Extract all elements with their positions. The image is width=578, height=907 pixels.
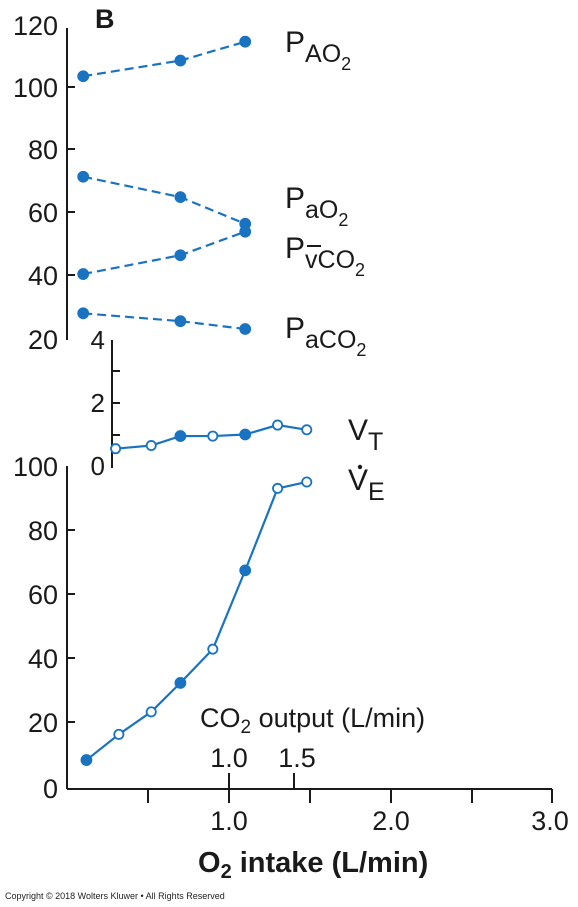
data-point-VT xyxy=(145,440,157,452)
co2-axis-title-rest: output (L/min) xyxy=(251,703,425,733)
y-tick-label: 40 xyxy=(28,644,58,674)
label-PaCO2-main: P xyxy=(285,312,305,345)
data-marks xyxy=(77,35,313,766)
copyright-text: Copyright © 2018 Wolters Kluwer • All Ri… xyxy=(5,891,225,901)
label-PvCO2-main: P xyxy=(285,232,305,265)
data-point-VT xyxy=(239,428,252,441)
v-dot-accent xyxy=(357,464,363,470)
label-PaO2-subsub: 2 xyxy=(338,210,348,230)
y-tick-label: 80 xyxy=(28,516,58,546)
label-PaO2: PaO2 xyxy=(285,182,348,230)
co2-tick-label: 1.0 xyxy=(210,743,248,773)
data-point-PvCO2 xyxy=(174,249,187,262)
y-tick-label: 100 xyxy=(13,73,58,103)
x-axis-title-sub: 2 xyxy=(221,861,232,883)
data-point-VE xyxy=(207,643,219,655)
co2-axis-title-sub: 2 xyxy=(241,717,252,738)
data-point-VT xyxy=(301,424,313,436)
y-tick-label: 20 xyxy=(28,325,58,355)
label-VE-sub: E xyxy=(368,478,385,506)
data-point-PAO2 xyxy=(174,54,187,67)
co2-axis-title: CO2 output (L/min) xyxy=(200,703,425,738)
y-tick-labels-mid: 4 2 0 xyxy=(91,325,105,481)
y-tick-label: 0 xyxy=(91,451,105,481)
data-point-VT xyxy=(110,443,122,455)
y-tick-label: 60 xyxy=(28,580,58,610)
y-tick-label: 0 xyxy=(43,774,58,804)
data-point-PvCO2 xyxy=(239,225,252,238)
label-PAO2-main: P xyxy=(285,26,305,59)
label-PAO2-sub: AO xyxy=(305,40,341,68)
y-tick-label: 60 xyxy=(28,198,58,228)
panel-letter: B xyxy=(95,4,115,34)
axes xyxy=(66,28,552,790)
x-tick-label: 1.0 xyxy=(210,806,248,836)
y-tick-label: 40 xyxy=(28,261,58,291)
label-PaO2-main: P xyxy=(285,182,305,215)
data-point-VT xyxy=(174,430,187,442)
label-VT-sub: T xyxy=(368,428,383,456)
y-tick-label: 100 xyxy=(13,452,58,482)
label-PAO2: PAO2 xyxy=(285,26,351,74)
data-point-VT xyxy=(272,419,284,431)
x-axis-title-rest: intake (L/min) xyxy=(232,847,429,879)
data-point-PAO2 xyxy=(239,35,252,48)
label-PaCO2: PaCO2 xyxy=(285,312,366,360)
data-point-PAO2 xyxy=(77,70,90,83)
data-point-VE xyxy=(145,706,157,718)
x-axis-title-main: O xyxy=(198,847,221,879)
x-axis-title: O2 intake (L/min) xyxy=(198,847,428,883)
data-point-VE xyxy=(80,754,93,766)
series-line-PaCO2 xyxy=(83,312,246,331)
co2-axis-title-main: CO xyxy=(200,703,241,733)
x-tick-label: 3.0 xyxy=(531,806,569,836)
x-tick-label: 2.0 xyxy=(372,806,410,836)
label-VT: VT xyxy=(348,414,383,456)
label-VT-main: V xyxy=(348,414,368,447)
co2-tick-label: 1.5 xyxy=(278,743,316,773)
y-tick-label: 2 xyxy=(91,388,105,418)
data-point-PaCO2 xyxy=(174,315,187,328)
label-PaCO2-subsub: 2 xyxy=(356,340,366,360)
data-point-PaO2 xyxy=(174,191,187,204)
data-point-VT xyxy=(207,430,219,442)
data-point-PvCO2 xyxy=(77,268,90,280)
data-point-VE xyxy=(113,728,125,740)
label-PvCO2: PvCO2 xyxy=(285,232,365,280)
label-VE: VE xyxy=(348,464,385,506)
y-tick-label: 20 xyxy=(28,708,58,738)
data-point-PaCO2 xyxy=(239,323,252,335)
data-point-PaCO2 xyxy=(77,307,90,320)
label-PvCO2-sub: v xyxy=(305,246,318,274)
series-line-PvCO2 xyxy=(82,230,246,276)
label-PaO2-sub: aO xyxy=(305,196,338,224)
label-PaCO2-sub: aCO xyxy=(305,326,356,354)
data-point-VE xyxy=(272,482,284,494)
data-point-VE xyxy=(239,564,252,577)
series-line-VE xyxy=(85,480,307,761)
y-tick-label: 80 xyxy=(28,135,58,165)
y-tick-label: 120 xyxy=(13,11,58,41)
series-line-PaO2 xyxy=(82,175,246,225)
series-line-PAO2 xyxy=(83,40,246,78)
y-tick-marks xyxy=(67,86,120,723)
label-PvCO2-subsub: 2 xyxy=(355,260,365,280)
data-point-VE xyxy=(174,677,187,689)
y-tick-label: 4 xyxy=(91,325,105,355)
x-tick-marks xyxy=(147,773,553,803)
label-PvCO2-sub-rest: CO xyxy=(318,246,356,274)
data-point-PaO2 xyxy=(77,170,90,183)
label-VE-main: V xyxy=(348,464,368,497)
label-PAO2-subsub: 2 xyxy=(341,54,351,74)
y-tick-labels-bottom: 100 80 60 40 20 0 xyxy=(13,452,58,804)
y-tick-labels-top: 120 100 80 60 40 20 xyxy=(13,11,58,355)
data-point-VE xyxy=(301,476,313,488)
